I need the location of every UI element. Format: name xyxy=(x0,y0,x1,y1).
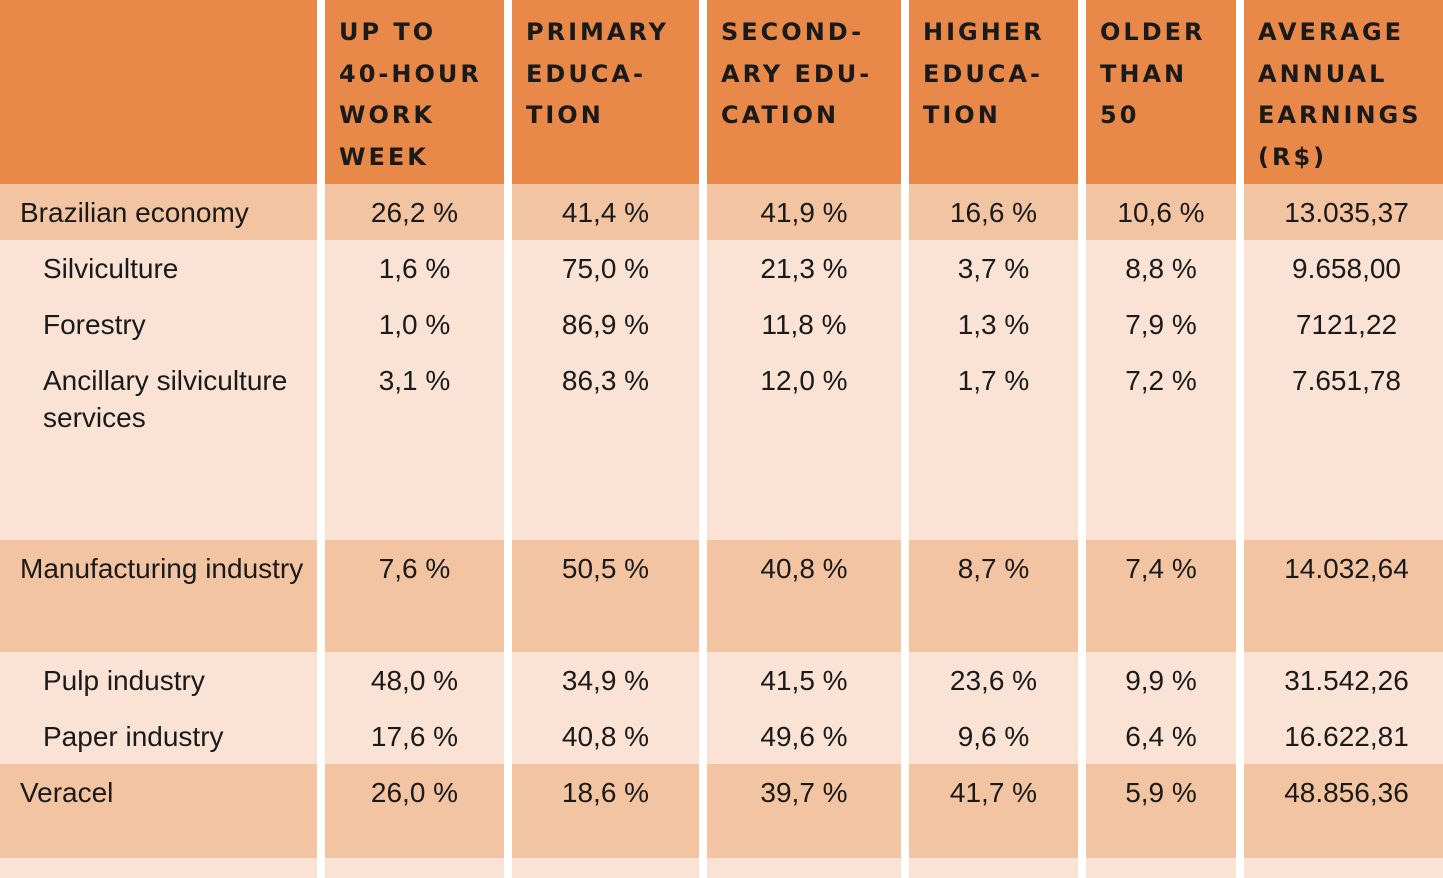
cell-up-to-40h: 0,0 % xyxy=(325,858,504,868)
cell-avg-annual-earnings: 13.035,37 xyxy=(1244,184,1443,240)
column-header-line: TION xyxy=(923,101,1001,129)
cell-higher-education: 30,7 % xyxy=(909,858,1078,868)
cell-avg-annual-earnings: 14.032,64 xyxy=(1244,540,1443,652)
column-header-line: AVERAGE xyxy=(1258,18,1405,46)
cell-higher-education: 3,7 % xyxy=(909,240,1078,296)
column-header-line: EDUCA- xyxy=(526,59,646,88)
cell-primary-education: 86,3 % xyxy=(512,352,699,540)
cell-avg-annual-earnings: 48.856,36 xyxy=(1244,764,1443,858)
cell-primary-education: 34,2 % xyxy=(512,858,699,868)
column-header-line: CATION xyxy=(721,101,840,129)
row-label: Veracel xyxy=(0,764,317,858)
cell-higher-education: 41,7 % xyxy=(909,764,1078,858)
cell-secondary-education: 11,8 % xyxy=(707,296,901,352)
cell-up-to-40h: 17,6 % xyxy=(325,708,504,764)
cell-older-than-50: 7,2 % xyxy=(1086,352,1236,540)
row-label: Forestry xyxy=(0,296,317,352)
row-label: Manufacturing activities xyxy=(0,868,317,878)
column-header-line: UP TO xyxy=(339,18,437,46)
cell-older-than-50: 10,6 % xyxy=(1086,184,1236,240)
row-label: Silviculture xyxy=(0,240,317,296)
cell-up-to-40h: 1,6 % xyxy=(325,240,504,296)
cell-higher-education: 9,6 % xyxy=(909,708,1078,764)
column-header-line: THAN xyxy=(1100,59,1188,88)
cell-secondary-education: 40,8 % xyxy=(707,540,901,652)
cell-primary-education: 34,9 % xyxy=(512,652,699,708)
column-header-line: PRIMARY xyxy=(526,18,670,46)
column-header-primary-education: PRIMARY EDUCA- TION xyxy=(512,0,699,184)
cell-older-than-50: 6,4 % xyxy=(1086,708,1236,764)
cell-secondary-education: 21,3 % xyxy=(707,240,901,296)
row-label: Brazilian economy xyxy=(0,184,317,240)
cell-up-to-40h: 48,0 % xyxy=(325,652,504,708)
cell-older-than-50: 4,5 % xyxy=(1086,858,1236,868)
row-label: Forestry activities xyxy=(0,858,317,868)
cell-older-than-50: 8,8 % xyxy=(1086,240,1236,296)
cell-primary-education: 18,6 % xyxy=(512,764,699,858)
cell-higher-education: 1,7 % xyxy=(909,352,1078,540)
column-header-higher-education: HIGHER EDUCA- TION xyxy=(909,0,1078,184)
cell-primary-education: 40,8 % xyxy=(512,708,699,764)
cell-up-to-40h: 1,0 % xyxy=(325,296,504,352)
cell-older-than-50: 7,4 % xyxy=(1086,540,1236,652)
cell-secondary-education: 49,6 % xyxy=(707,708,901,764)
column-header-older-than-50: OLDER THAN 50 xyxy=(1086,0,1236,184)
cell-avg-annual-earnings: - xyxy=(1244,868,1443,878)
cell-older-than-50: 9,9 % xyxy=(1086,652,1236,708)
cell-primary-education: 50,5 % xyxy=(512,540,699,652)
column-header-avg-annual-earnings: AVERAGE ANNUAL EARNINGS (R$) xyxy=(1244,0,1443,184)
cell-up-to-40h: 7,6 % xyxy=(325,540,504,652)
column-header-line: 40-HOUR xyxy=(339,59,482,88)
cell-secondary-education: 41,5 % xyxy=(707,652,901,708)
cell-higher-education: 44,3 % xyxy=(909,868,1078,878)
column-header-line: EARNINGS xyxy=(1258,101,1422,129)
cell-primary-education: 0,0 % xyxy=(512,868,699,878)
cell-secondary-education: 41,9 % xyxy=(707,184,901,240)
cell-higher-education: 8,7 % xyxy=(909,540,1078,652)
column-header-line: ARY EDU- xyxy=(721,59,873,88)
row-label: Paper industry xyxy=(0,708,317,764)
cell-older-than-50: 7,9 % xyxy=(1086,296,1236,352)
cell-primary-education: 75,0 % xyxy=(512,240,699,296)
cell-primary-education: 86,9 % xyxy=(512,296,699,352)
cell-secondary-education: 55,7 % xyxy=(707,868,901,878)
column-header-line: WORK xyxy=(339,101,435,129)
column-header-secondary-education: SECOND- ARY EDU- CATION xyxy=(707,0,901,184)
column-header-line: HIGHER xyxy=(923,18,1045,46)
cell-up-to-40h: 26,2 % xyxy=(325,184,504,240)
cell-avg-annual-earnings: 7121,22 xyxy=(1244,296,1443,352)
column-header-line: ANNUAL xyxy=(1258,59,1388,88)
cell-up-to-40h: 26,0 % xyxy=(325,764,504,858)
cell-up-to-40h: 3,1 % xyxy=(325,352,504,540)
column-header-line: WEEK xyxy=(339,142,429,171)
cell-higher-education: 16,6 % xyxy=(909,184,1078,240)
column-header-up-to-40h: UP TO 40-HOUR WORK WEEK xyxy=(325,0,504,184)
cell-up-to-40h: 81,7 % xyxy=(325,868,504,878)
column-header-line: SECOND- xyxy=(721,18,865,46)
cell-secondary-education: 12,0 % xyxy=(707,352,901,540)
column-header-line: TION xyxy=(526,101,604,129)
cell-avg-annual-earnings: 9.658,00 xyxy=(1244,240,1443,296)
header-corner xyxy=(0,0,317,184)
row-label: Ancillary silviculture services xyxy=(0,352,317,540)
column-header-line: EDUCA- xyxy=(923,59,1043,88)
row-label: Manufacturing industry xyxy=(0,540,317,652)
cell-avg-annual-earnings: 31.542,26 xyxy=(1244,652,1443,708)
cell-secondary-education: 35,1 % xyxy=(707,858,901,868)
cell-older-than-50: 6,0 % xyxy=(1086,868,1236,878)
cell-avg-annual-earnings: 7.651,78 xyxy=(1244,352,1443,540)
row-label: Pulp industry xyxy=(0,652,317,708)
cell-older-than-50: 5,9 % xyxy=(1086,764,1236,858)
column-header-line: 50 xyxy=(1100,101,1140,129)
column-header-line: (R$) xyxy=(1258,142,1328,171)
cell-primary-education: 41,4 % xyxy=(512,184,699,240)
cell-avg-annual-earnings: - xyxy=(1244,858,1443,868)
cell-higher-education: 23,6 % xyxy=(909,652,1078,708)
cell-secondary-education: 39,7 % xyxy=(707,764,901,858)
cell-avg-annual-earnings: 16.622,81 xyxy=(1244,708,1443,764)
column-header-line: OLDER xyxy=(1100,18,1206,46)
cell-higher-education: 1,3 % xyxy=(909,296,1078,352)
